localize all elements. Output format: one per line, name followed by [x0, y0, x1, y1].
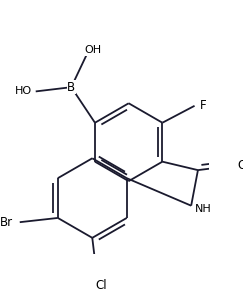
Text: B: B — [67, 81, 75, 94]
Text: Br: Br — [0, 216, 13, 229]
Text: HO: HO — [15, 86, 32, 96]
Text: Cl: Cl — [95, 279, 107, 292]
Text: NH: NH — [195, 204, 211, 214]
Text: F: F — [200, 99, 206, 112]
Text: O: O — [237, 159, 243, 172]
Text: OH: OH — [85, 45, 102, 55]
